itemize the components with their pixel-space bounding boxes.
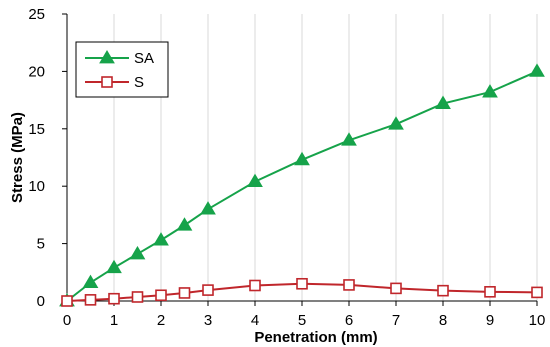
series-S (61, 277, 543, 307)
marker-square (131, 291, 144, 303)
grid-lines (113, 14, 538, 301)
series-line (66, 70, 538, 302)
marker-triangle (176, 217, 193, 231)
marker-triangle (200, 201, 216, 215)
marker-square (249, 279, 261, 292)
y-tick-label: 15 (28, 121, 45, 138)
y-axis-title: Stress (MPa) (9, 112, 26, 203)
x-tick-label: 1 (110, 312, 118, 329)
legend-label: S (134, 74, 144, 91)
x-tick-label: 9 (486, 312, 494, 329)
marker-square (531, 286, 543, 299)
x-tick-label: 5 (298, 312, 306, 329)
y-tick-label: 25 (28, 6, 45, 23)
marker-triangle (482, 84, 498, 98)
legend: SA S (75, 41, 169, 98)
marker-triangle (99, 50, 115, 64)
x-tick-label: 3 (204, 312, 212, 329)
marker-square (437, 284, 449, 297)
y-tick-label: 20 (28, 63, 45, 80)
marker-triangle (106, 259, 122, 274)
marker-square (61, 295, 73, 307)
marker-square (155, 289, 167, 302)
marker-square (296, 277, 308, 290)
marker-square (390, 282, 402, 295)
x-tick-label: 0 (63, 312, 71, 329)
legend-item-S: S (85, 74, 144, 91)
marker-triangle (435, 95, 451, 109)
marker-triangle (129, 245, 146, 260)
marker-triangle (294, 151, 310, 166)
y-tick-label: 10 (28, 178, 45, 195)
marker-square (178, 287, 191, 299)
x-tick-label: 7 (392, 312, 400, 329)
x-tick-label: 10 (529, 312, 546, 329)
legend-label: SA (134, 50, 154, 67)
marker-triangle (247, 173, 263, 188)
axes: 0 5 10 15 20 25 0 1 2 3 4 5 6 7 8 9 10 (28, 6, 545, 329)
marker-triangle (153, 232, 169, 246)
x-tick-label: 6 (345, 312, 353, 329)
x-tick-label: 4 (251, 312, 259, 329)
marker-square (108, 292, 120, 305)
legend-item-SA: SA (85, 50, 154, 67)
series-layer (59, 63, 545, 307)
marker-square (101, 76, 113, 88)
y-tick-label: 5 (37, 236, 45, 253)
marker-square (484, 286, 496, 298)
x-tick-label: 8 (439, 312, 447, 329)
marker-square (343, 279, 355, 291)
marker-triangle (529, 63, 545, 77)
marker-triangle (82, 274, 99, 289)
x-tick-label: 2 (157, 312, 165, 329)
marker-square (202, 284, 214, 296)
marker-triangle (388, 116, 404, 130)
marker-triangle (341, 132, 357, 146)
legend-box (75, 41, 169, 98)
marker-square (84, 294, 97, 306)
x-axis-title: Penetration (mm) (254, 329, 377, 346)
y-tick-label: 0 (37, 293, 45, 310)
